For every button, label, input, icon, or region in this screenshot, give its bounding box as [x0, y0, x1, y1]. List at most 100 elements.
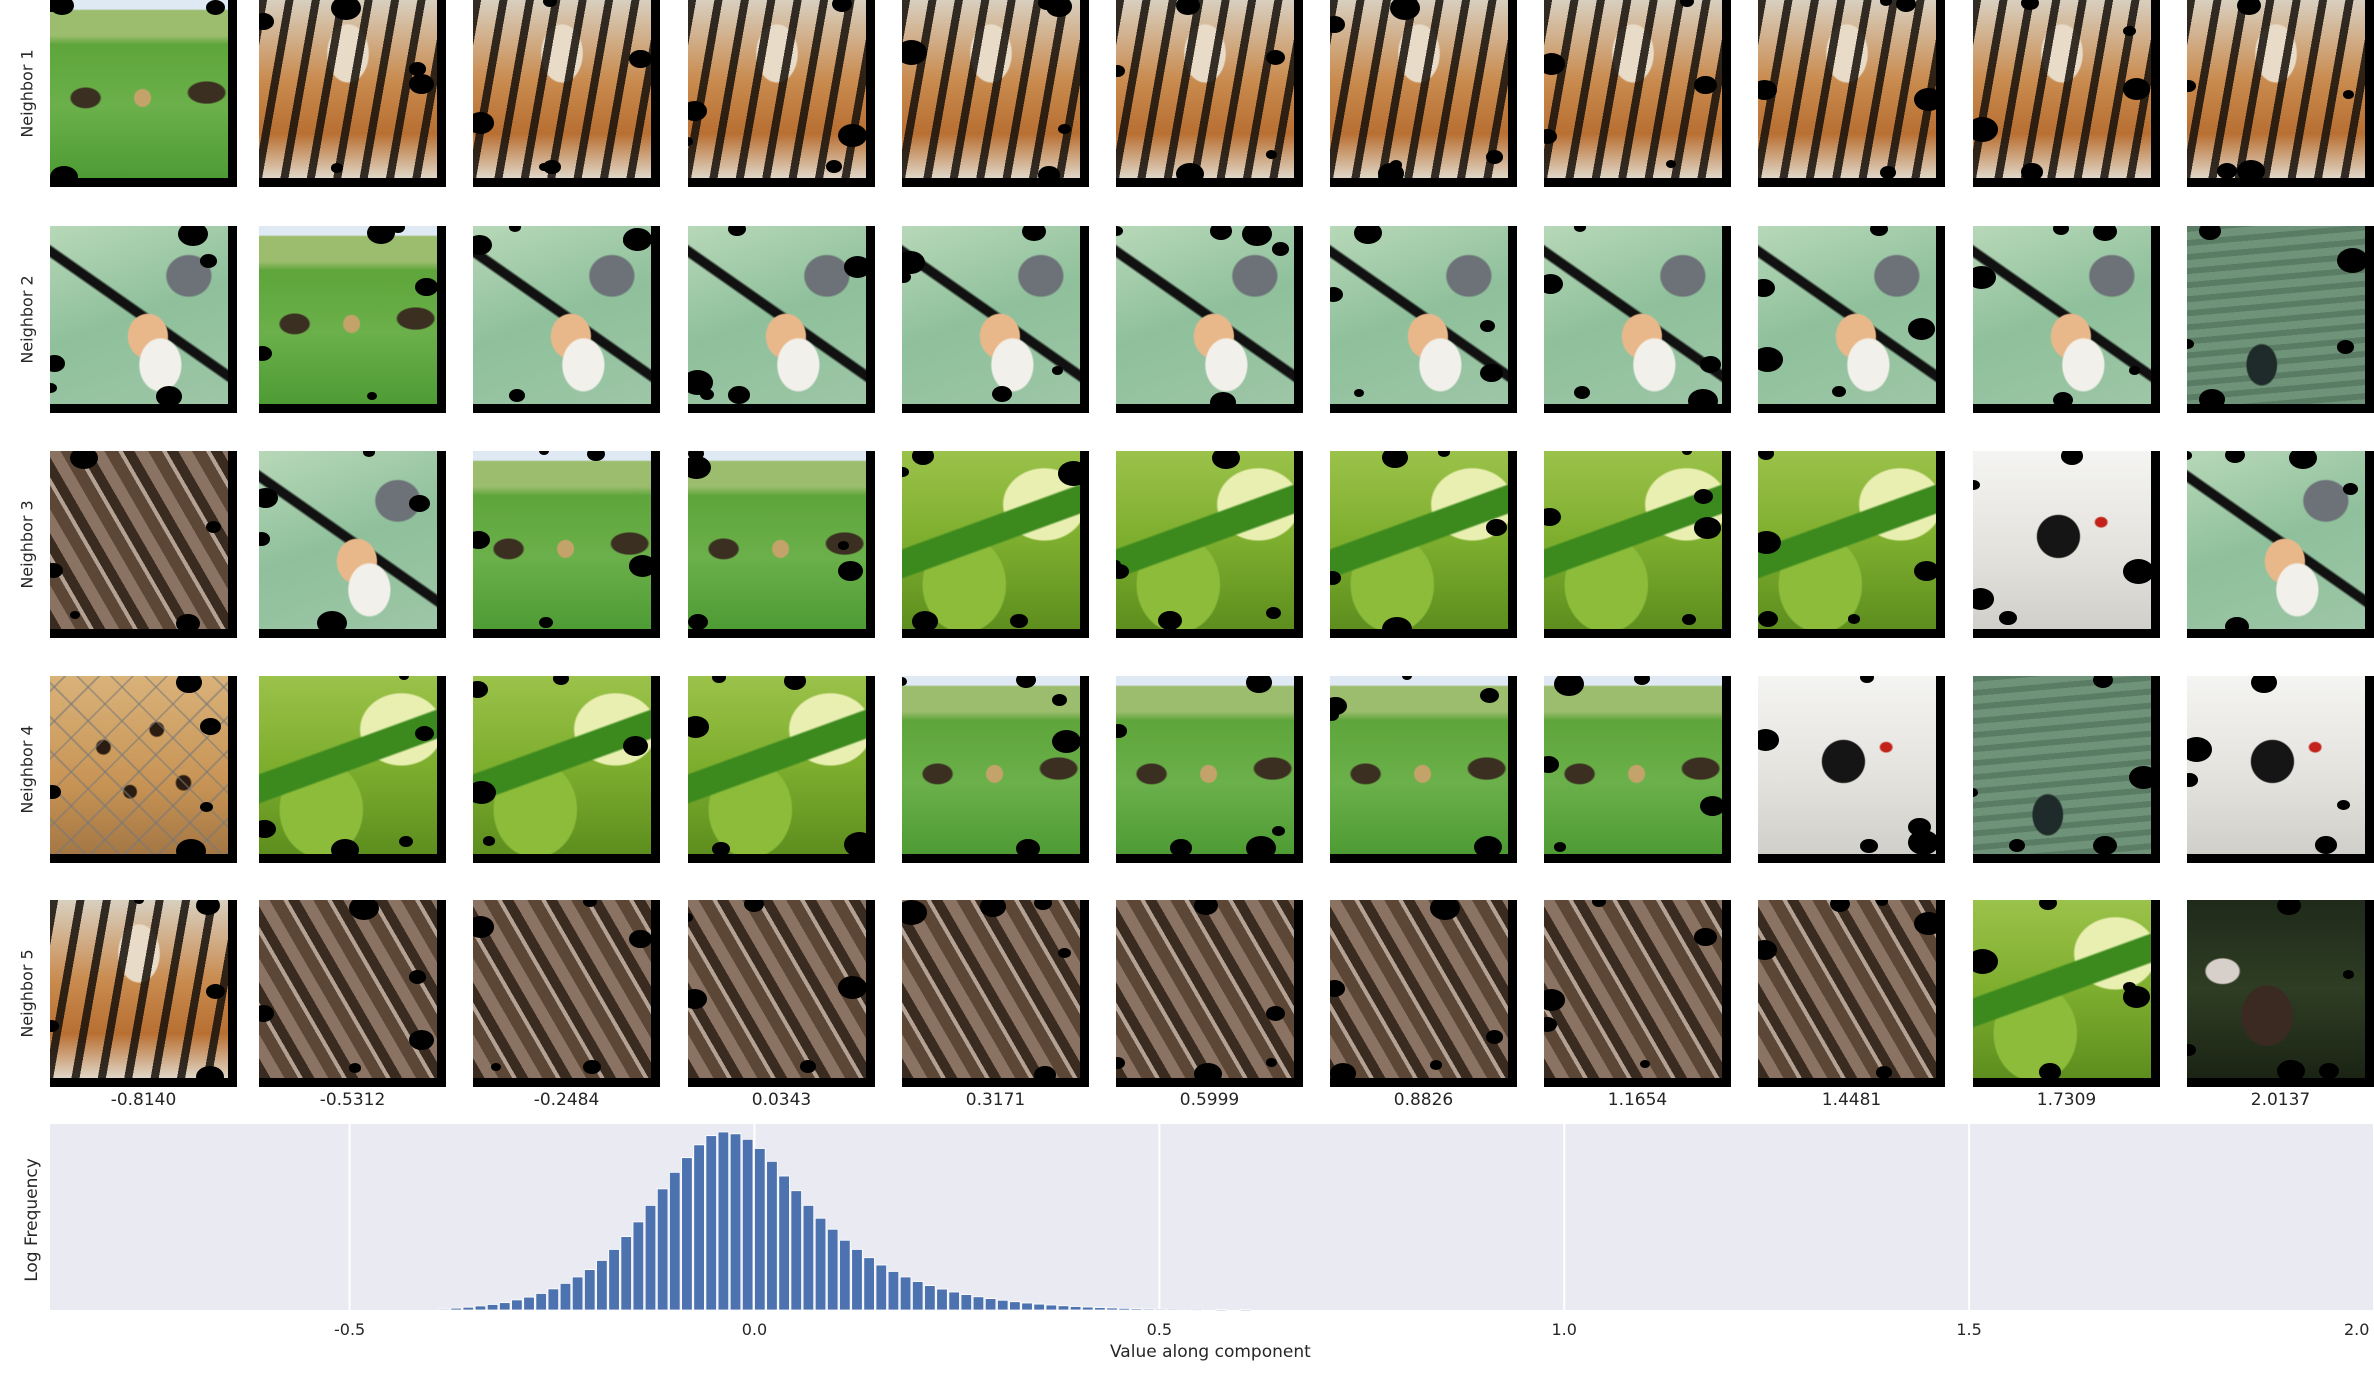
mask-blob [2187, 451, 2192, 460]
mask-blob [1052, 730, 1081, 754]
mask-blob [2129, 366, 2140, 375]
mask-blob [1999, 611, 2017, 626]
mask-blob [1682, 451, 1692, 455]
mask-blob [2053, 392, 2073, 408]
mask-blob [688, 101, 707, 121]
mask-blob [1758, 729, 1779, 751]
mask-blob [1116, 724, 1127, 738]
mask-blob [259, 820, 276, 839]
mask-blob [623, 736, 648, 756]
mask-blob [70, 611, 80, 619]
mask-blob [156, 386, 182, 407]
mask-blob [902, 40, 927, 65]
neighbor-image-green-snake [688, 676, 875, 863]
mask-blob [1848, 614, 1860, 624]
neighbor-image-wooden-bench [473, 900, 660, 1087]
component-value-label: 1.1654 [1607, 1090, 1668, 1110]
histogram-plot-area [50, 1124, 2374, 1310]
neighbor-image-wooden-bench [1116, 900, 1303, 1087]
mask-blob [2237, 160, 2265, 183]
mask-blob [409, 62, 426, 76]
mask-blob [1246, 676, 1272, 693]
mask-blob [2093, 676, 2113, 688]
mask-blob [688, 137, 693, 146]
mask-blob [1016, 676, 1036, 688]
mask-blob [629, 555, 656, 577]
component-value-label: 1.4481 [1821, 1090, 1882, 1110]
neighbor-image-wooden-bench [50, 451, 237, 638]
mask-blob [1116, 1057, 1125, 1069]
mask-blob [2187, 1044, 2196, 1056]
mask-blob [902, 467, 909, 478]
mask-blob [539, 163, 549, 171]
x-tick-label: 2.0 [2344, 1320, 2370, 1339]
neighbor-image-oystercatcher [2187, 676, 2374, 863]
mask-blob [1390, 0, 1420, 20]
neighbor-image-green-snake [902, 451, 1089, 638]
mask-blob [2021, 163, 2043, 181]
mask-blob [409, 970, 426, 984]
mask-blob [176, 614, 200, 634]
mask-blob [2123, 559, 2154, 584]
mask-blob [1758, 940, 1777, 960]
row-label-neighbor-1: Neighbor 1 [17, 49, 37, 138]
mask-blob [1973, 949, 1998, 974]
mask-blob [1544, 53, 1565, 75]
mask-blob [2343, 483, 2358, 495]
mask-blob [2277, 900, 2301, 916]
mask-blob [1116, 65, 1125, 77]
component-value-label: 0.0343 [751, 1090, 812, 1110]
mask-blob [1052, 366, 1063, 375]
neighbor-image-green-snake [1758, 451, 1945, 638]
mask-blob [1694, 517, 1721, 539]
mask-blob [509, 389, 525, 402]
mask-blob [473, 531, 490, 550]
mask-blob [1266, 1006, 1285, 1022]
mask-blob [1634, 676, 1650, 685]
mask-blob [1330, 1063, 1356, 1084]
mask-blob [1973, 480, 1980, 491]
mask-blob [1170, 839, 1192, 857]
mask-blob [2337, 248, 2368, 273]
mask-blob [1682, 614, 1696, 626]
mask-blob [2129, 766, 2158, 790]
neighbor-image-green-snake [473, 676, 660, 863]
mask-blob [50, 1020, 59, 1032]
mask-blob [50, 355, 65, 372]
mask-blob [2093, 226, 2117, 242]
mask-blob [688, 614, 708, 630]
mask-blob [1758, 451, 1774, 460]
mask-blob [583, 900, 597, 908]
mask-blob [1210, 226, 1232, 240]
mask-blob [712, 676, 726, 684]
mask-blob [259, 13, 274, 30]
mask-blob [1266, 50, 1285, 66]
mask-blob [391, 226, 405, 234]
mask-blob [176, 676, 202, 693]
mask-blob [1430, 1060, 1442, 1070]
mask-blob [688, 913, 693, 922]
neighbor-image-finch-bird [1758, 226, 1945, 413]
mask-blob [1382, 451, 1408, 468]
neighbor-image-finch-bird [902, 226, 1089, 413]
mask-blob [912, 451, 934, 465]
neighbor-image-tiger [1330, 0, 1517, 187]
mask-blob [2343, 970, 2354, 979]
mask-blob [2315, 836, 2337, 854]
mask-blob [1544, 989, 1565, 1011]
mask-blob [1158, 611, 1182, 631]
mask-blob [50, 383, 57, 394]
mask-blob [2289, 451, 2317, 470]
mask-blob [1680, 0, 1694, 8]
mask-blob [1480, 688, 1499, 704]
mask-blob [349, 900, 379, 920]
neighbor-image-green-snake [1330, 451, 1517, 638]
neighbor-image-grassland-field [473, 451, 660, 638]
component-value-label: 0.5999 [1179, 1090, 1240, 1110]
mask-blob [1574, 386, 1590, 399]
neighbor-image-finch-bird [50, 226, 237, 413]
mask-blob [1052, 694, 1067, 706]
mask-blob [1266, 150, 1277, 159]
mask-blob [1973, 588, 1994, 610]
mask-blob [1212, 451, 1240, 470]
